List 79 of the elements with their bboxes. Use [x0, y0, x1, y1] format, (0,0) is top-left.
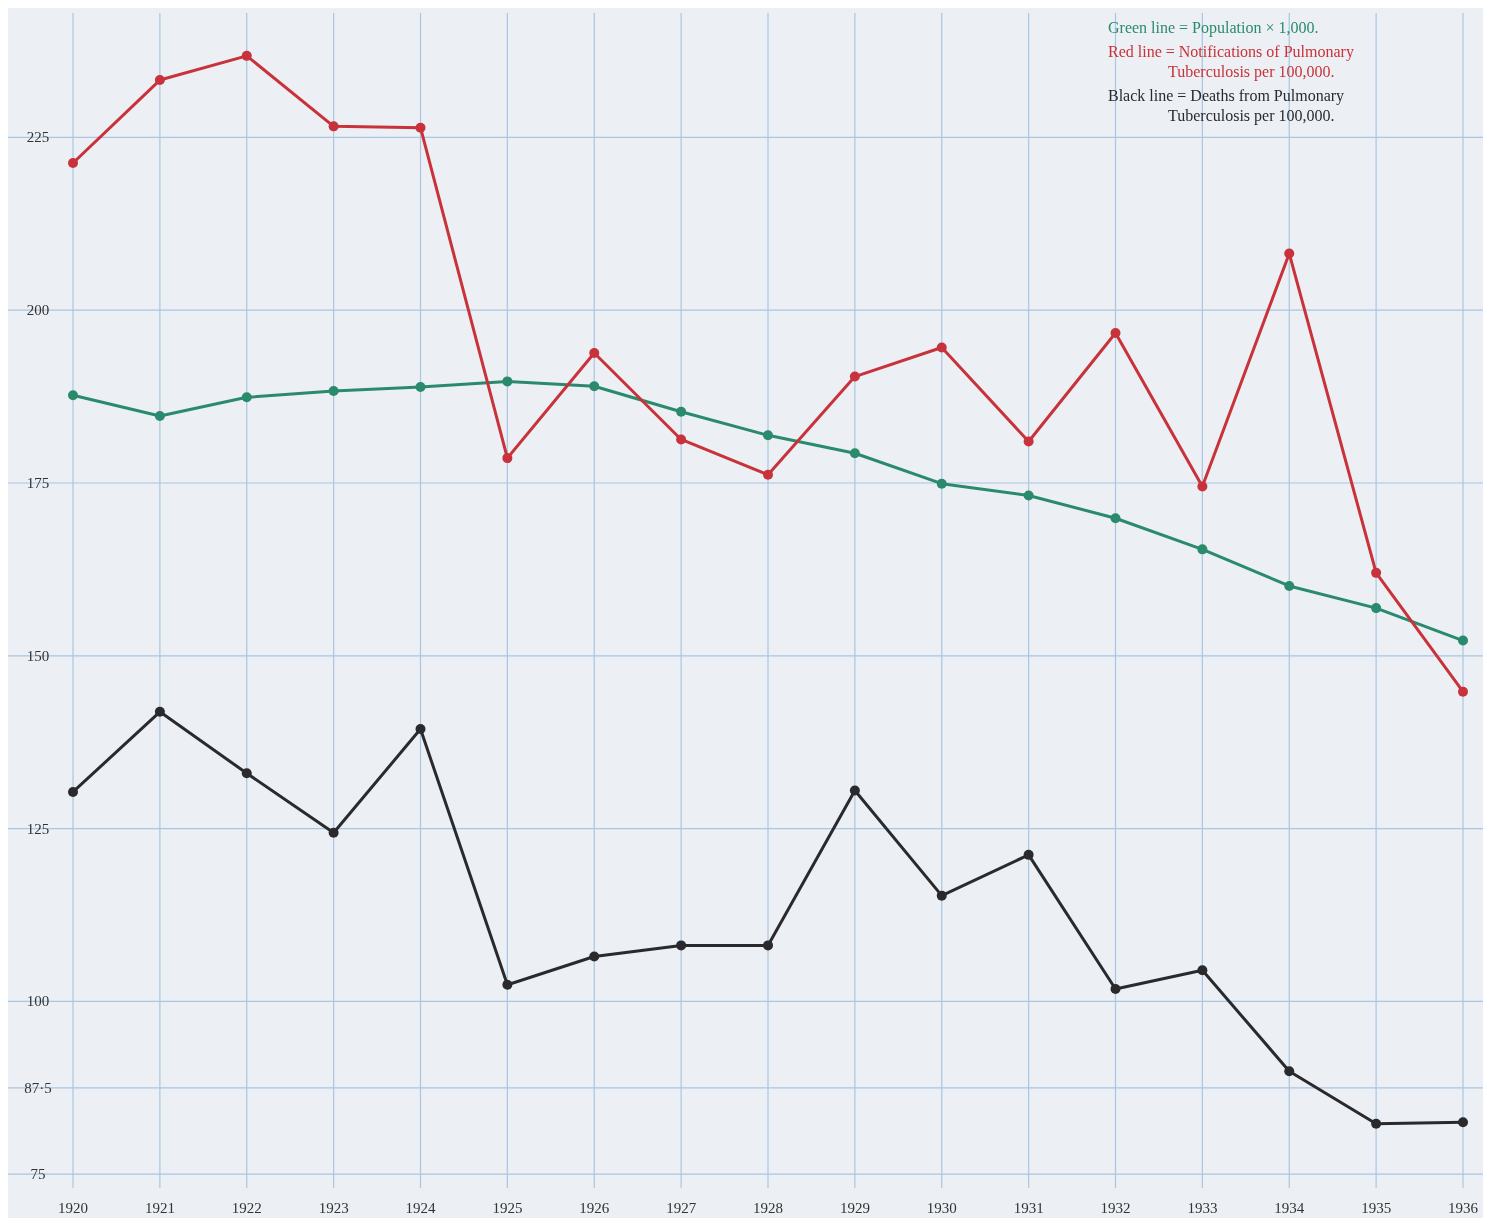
x-tick-label: 1931	[1013, 1200, 1044, 1216]
point	[328, 121, 339, 132]
point	[502, 979, 513, 990]
point	[68, 390, 78, 401]
y-tick-label: 150	[26, 647, 50, 664]
point	[1023, 849, 1034, 860]
point	[1284, 1066, 1295, 1077]
point	[68, 786, 78, 797]
point	[154, 75, 165, 86]
point	[415, 381, 426, 392]
point	[241, 50, 252, 61]
x-tick-label: 1923	[318, 1200, 349, 1216]
point	[763, 469, 773, 480]
text: Black line = Deaths from Pulmonary Tuberculosis per 100,000.	[1108, 87, 1345, 125]
point	[1110, 983, 1121, 994]
x-tick-label: 1922	[231, 1200, 262, 1216]
point	[676, 940, 687, 951]
point	[328, 386, 339, 397]
y-tick-label: 75	[30, 1166, 46, 1183]
y-tick-label: 100	[26, 993, 50, 1010]
point	[936, 890, 947, 901]
point	[1371, 1118, 1382, 1129]
point	[1023, 490, 1034, 501]
point	[1284, 580, 1295, 591]
point	[1023, 436, 1034, 447]
y-tick-label: 225	[26, 129, 50, 146]
x-tick-label: 1926	[579, 1200, 610, 1216]
text: Red line = Notifications of Pulmonary Tuberculosis per 100,000.	[1108, 43, 1354, 81]
point	[589, 348, 600, 359]
y-tick-label: 87·5	[24, 1079, 52, 1096]
point	[1371, 567, 1382, 578]
x-tick-label: 1921	[144, 1200, 175, 1216]
x-tick-label: 1927	[666, 1200, 697, 1216]
point	[1197, 481, 1208, 492]
x-tick-label: 1925	[492, 1200, 523, 1216]
x-tick-label: 1933	[1187, 1200, 1218, 1216]
point	[676, 406, 687, 417]
y-tick-label: 200	[26, 302, 50, 319]
y-tick-label: 125	[26, 820, 50, 837]
x-tick-label: 1936	[1448, 1200, 1479, 1216]
x-tick-label: 1928	[753, 1200, 783, 1216]
point	[936, 342, 947, 353]
point	[154, 706, 165, 717]
point	[415, 122, 426, 133]
point	[849, 371, 860, 382]
point	[1458, 1117, 1468, 1128]
x-tick-label: 1929	[839, 1200, 870, 1216]
point	[849, 785, 860, 796]
point	[241, 768, 252, 779]
x-tick-label: 1932	[1100, 1200, 1131, 1216]
point	[1458, 635, 1468, 646]
point	[154, 410, 165, 421]
point	[676, 434, 687, 445]
point	[1284, 248, 1295, 259]
text: Green line = Population × 1,000.	[1108, 19, 1319, 37]
point	[502, 376, 513, 387]
x-tick-label: 1935	[1361, 1200, 1392, 1216]
y-tick-label: 175	[26, 475, 50, 491]
point	[849, 448, 860, 459]
point	[1371, 603, 1382, 614]
point	[415, 724, 426, 735]
point	[763, 430, 773, 441]
point	[1197, 544, 1208, 555]
point	[502, 453, 513, 464]
point	[68, 157, 78, 168]
point	[589, 951, 600, 962]
x-tick-label: 1930	[926, 1200, 957, 1216]
point	[936, 478, 947, 489]
point	[328, 827, 339, 838]
point	[1458, 686, 1468, 697]
x-tick-label: 1934	[1274, 1200, 1305, 1216]
point	[1197, 965, 1208, 976]
point	[1110, 328, 1121, 339]
point	[241, 392, 252, 403]
point	[763, 940, 773, 951]
x-tick-label: 1920	[58, 1200, 88, 1216]
point	[1110, 513, 1121, 524]
x-tick-label: 1924	[405, 1200, 436, 1216]
point	[589, 381, 600, 392]
